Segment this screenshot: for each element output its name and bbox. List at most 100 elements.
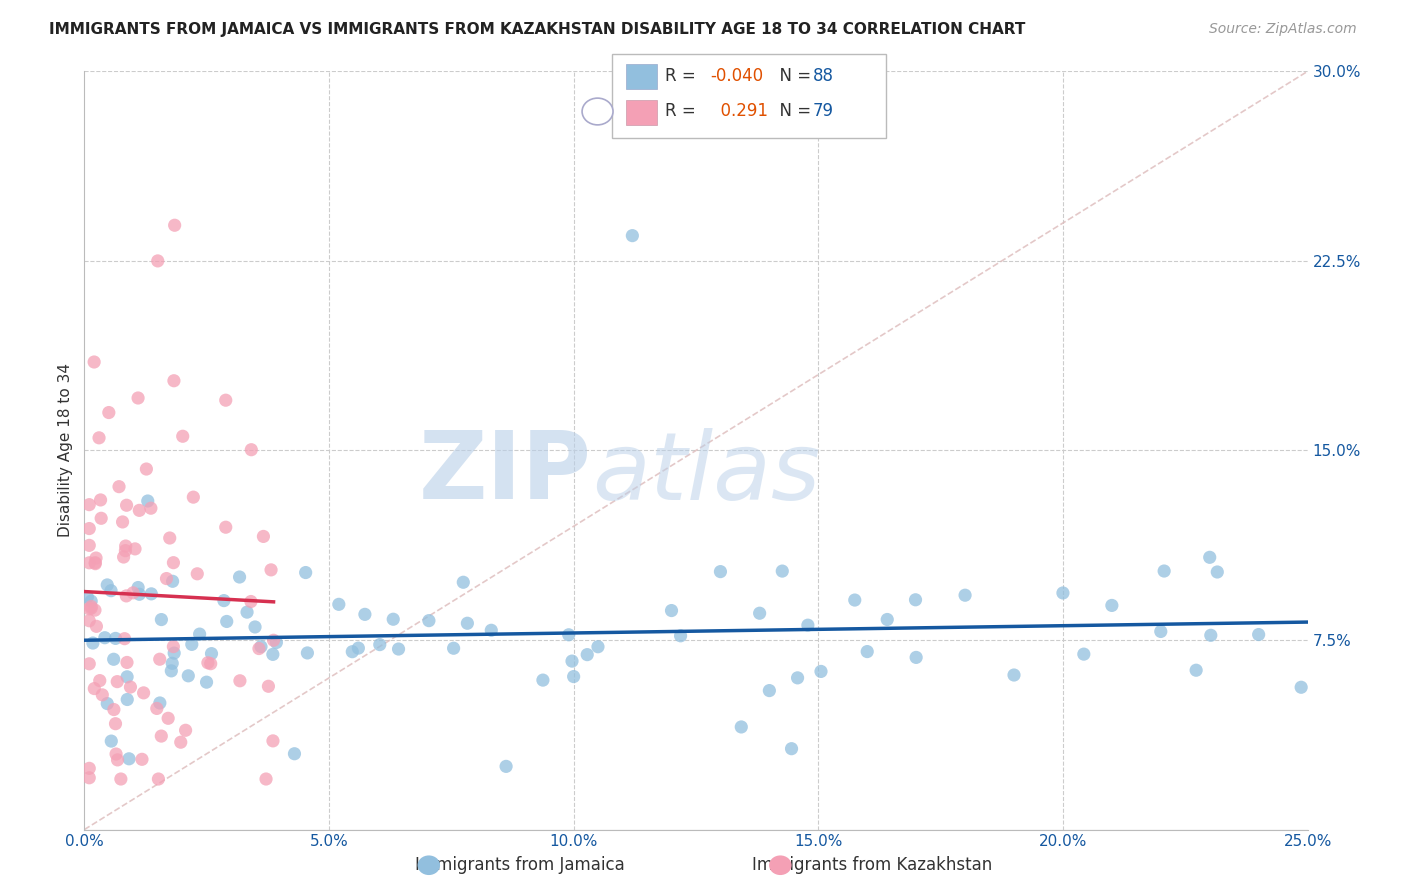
Point <box>479 624 502 638</box>
Point <box>115 589 138 603</box>
Point <box>904 592 927 607</box>
Point <box>1153 564 1175 578</box>
Point <box>254 772 277 786</box>
Point <box>115 656 138 670</box>
Point <box>160 664 183 678</box>
Point <box>80 594 103 608</box>
Point <box>418 614 440 628</box>
Point <box>94 631 117 645</box>
Point <box>115 692 138 706</box>
Point <box>576 648 599 662</box>
Point <box>215 520 238 534</box>
Point <box>114 632 136 646</box>
Text: -0.040: -0.040 <box>710 67 763 85</box>
Point <box>77 657 100 671</box>
Text: 79: 79 <box>813 103 834 120</box>
Point <box>294 566 316 580</box>
Point <box>586 640 609 654</box>
Point <box>250 640 273 654</box>
Point <box>368 638 391 652</box>
Point <box>77 538 100 552</box>
Point <box>131 752 153 766</box>
Point <box>905 650 928 665</box>
Point <box>342 645 364 659</box>
Point <box>141 587 163 601</box>
Text: R =: R = <box>665 103 702 120</box>
Point <box>183 490 205 504</box>
Point <box>856 644 879 658</box>
Point <box>780 741 803 756</box>
Point <box>108 480 131 494</box>
Point <box>162 574 184 589</box>
Point <box>103 652 125 666</box>
Point <box>111 515 134 529</box>
Point <box>1289 680 1312 694</box>
Point <box>150 613 173 627</box>
Point <box>127 581 149 595</box>
Text: IMMIGRANTS FROM JAMAICA VS IMMIGRANTS FROM KAZAKHSTAN DISABILITY AGE 18 TO 34 CO: IMMIGRANTS FROM JAMAICA VS IMMIGRANTS FR… <box>49 22 1025 37</box>
Point <box>136 494 159 508</box>
Point <box>84 556 107 570</box>
Point <box>247 641 270 656</box>
Point <box>328 598 350 612</box>
Point <box>1185 663 1208 677</box>
Point <box>163 219 186 233</box>
Point <box>146 701 169 715</box>
Point <box>86 619 108 633</box>
Point <box>163 646 186 660</box>
Text: 88: 88 <box>813 67 834 85</box>
Point <box>456 616 478 631</box>
Point <box>105 747 128 761</box>
Point <box>1052 586 1074 600</box>
Point <box>82 636 104 650</box>
Point <box>76 590 98 604</box>
Point <box>1073 647 1095 661</box>
Point <box>127 391 149 405</box>
Point <box>162 640 184 654</box>
Point <box>149 696 172 710</box>
Point <box>115 498 138 512</box>
Point <box>110 772 132 786</box>
Point <box>240 442 263 457</box>
Point <box>382 612 405 626</box>
Text: Immigrants from Jamaica: Immigrants from Jamaica <box>415 856 626 874</box>
Point <box>146 253 169 268</box>
Point <box>748 606 770 620</box>
Point <box>104 716 127 731</box>
Point <box>758 683 780 698</box>
Point <box>112 549 135 564</box>
Text: R =: R = <box>665 67 702 85</box>
Point <box>77 761 100 775</box>
Point <box>157 711 180 725</box>
Point <box>236 605 259 619</box>
Y-axis label: Disability Age 18 to 34: Disability Age 18 to 34 <box>58 363 73 538</box>
Point <box>1198 550 1220 565</box>
Point <box>124 541 146 556</box>
Point <box>661 603 683 617</box>
Point <box>77 614 100 628</box>
Point <box>844 593 866 607</box>
Point <box>669 629 692 643</box>
Point <box>283 747 305 761</box>
Point <box>262 734 284 748</box>
Point <box>239 594 262 608</box>
Point <box>953 588 976 602</box>
Point <box>100 583 122 598</box>
Point <box>186 566 208 581</box>
Point <box>257 679 280 693</box>
Text: Immigrants from Kazakhstan: Immigrants from Kazakhstan <box>752 856 991 874</box>
Point <box>215 615 238 629</box>
Point <box>84 603 107 617</box>
Point <box>96 697 118 711</box>
Point <box>215 393 238 408</box>
Point <box>80 601 103 615</box>
Point <box>495 759 517 773</box>
Point <box>149 652 172 666</box>
Point <box>163 374 186 388</box>
Point <box>1247 627 1270 641</box>
Point <box>730 720 752 734</box>
Point <box>243 620 266 634</box>
Point <box>172 429 194 443</box>
Text: ZIP: ZIP <box>419 427 592 519</box>
Point <box>387 642 409 657</box>
